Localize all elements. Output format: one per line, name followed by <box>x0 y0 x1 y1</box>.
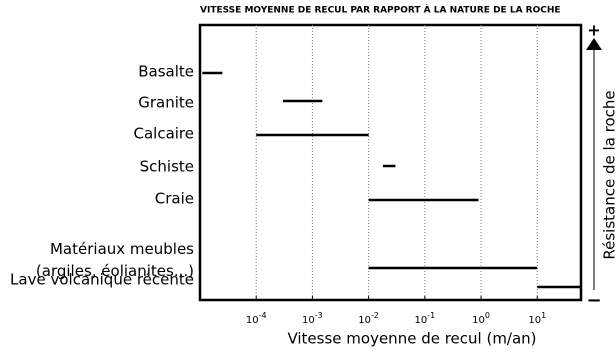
x-tick-label: 10-2 <box>358 311 379 327</box>
category-label: Basalte <box>138 63 194 81</box>
category-label: Calcaire <box>133 125 194 143</box>
x-axis-label: Vitesse moyenne de recul (m/an) <box>287 330 536 348</box>
plot-frame <box>198 23 583 302</box>
category-label: Schiste <box>140 158 194 176</box>
chart-title: VITESSE MOYENNE DE RECUL PAR RAPPORT À L… <box>200 4 561 16</box>
category-label: Craie <box>155 190 194 208</box>
x-tick-label: 10-1 <box>414 311 435 327</box>
y2-axis-label: Résistance de la roche <box>601 90 616 259</box>
category-label: Granite <box>138 94 194 112</box>
category-label: Matériaux meubles (argiles, éolianites...… <box>36 240 194 280</box>
x-tick-label: 101 <box>528 311 546 327</box>
y2-bottom-label: − <box>586 290 601 311</box>
resistance-arrow <box>586 38 602 50</box>
y2-top-label: + <box>587 21 600 40</box>
x-tick-label: 10-3 <box>302 311 323 327</box>
x-tick-label: 100 <box>472 311 490 327</box>
category-label: Lave volcanique récente <box>10 271 194 289</box>
x-tick-label: 10-4 <box>246 311 267 327</box>
